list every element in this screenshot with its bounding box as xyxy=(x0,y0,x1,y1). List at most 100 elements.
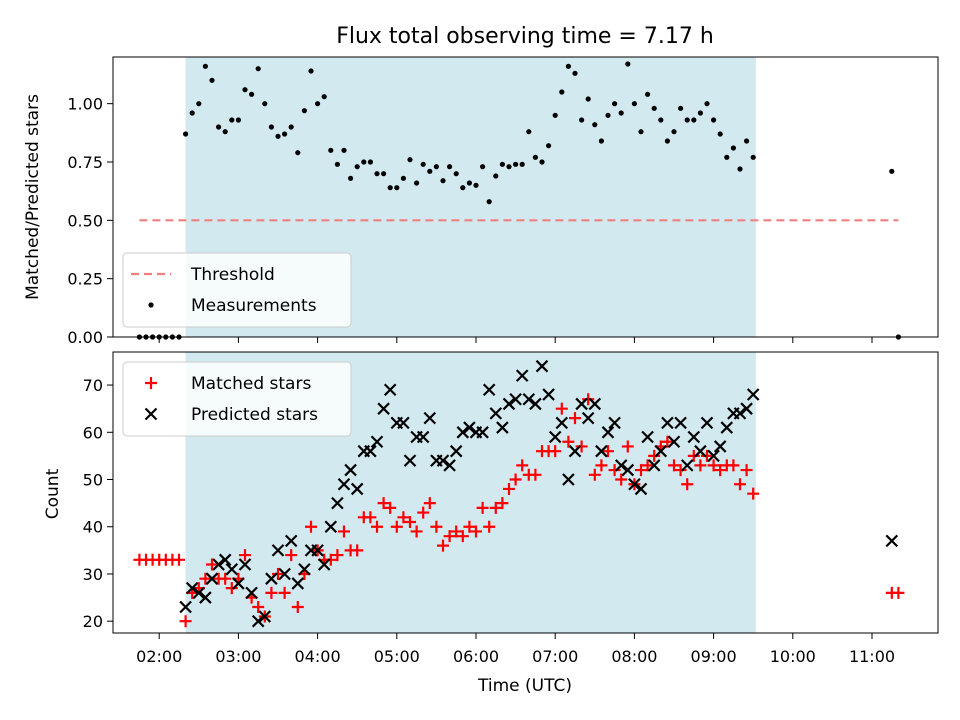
matched-stars-point xyxy=(450,525,463,538)
predicted-stars-point xyxy=(555,416,569,430)
predicted-stars-point xyxy=(700,416,714,430)
legend-swatch-predicted-stars xyxy=(144,407,158,421)
measurements-point xyxy=(341,147,347,153)
measurements-point xyxy=(513,161,519,167)
predicted-stars-point xyxy=(218,553,232,567)
matched-stars-point xyxy=(252,601,265,614)
measurements-point xyxy=(678,105,684,111)
measurements-point xyxy=(638,129,644,135)
matched-stars-point xyxy=(430,520,443,533)
predicted-stars-point xyxy=(377,402,390,415)
legend-label-measurements: Measurements xyxy=(191,296,317,316)
matched-stars-point xyxy=(661,435,674,448)
ratio-y-ticks: 0.00 0.25 0.50 0.75 1.00 xyxy=(67,95,113,347)
legend-label-threshold: Threshold xyxy=(190,265,275,285)
matched-stars-point xyxy=(503,482,515,495)
measurements-point xyxy=(394,185,400,191)
y-tick-label: 0.00 xyxy=(67,328,103,347)
legend-swatch-measurements xyxy=(148,302,154,308)
predicted-stars-point xyxy=(179,600,192,614)
measurements-point xyxy=(519,161,525,167)
matched-stars-point xyxy=(582,393,595,406)
x-tick-label: 03:00 xyxy=(215,647,261,666)
predicted-stars-point xyxy=(265,572,278,585)
measurements-point xyxy=(288,124,294,130)
measurements-point xyxy=(532,154,539,160)
matched-stars-point xyxy=(575,440,588,453)
predicted-stars-point xyxy=(291,577,305,590)
predicted-stars-point xyxy=(364,444,377,458)
predicted-stars-point xyxy=(284,534,298,548)
predicted-stars-point xyxy=(542,388,555,401)
count-series xyxy=(133,359,905,628)
measurements-point xyxy=(592,122,598,128)
measurements-point xyxy=(526,129,532,135)
predicted-stars-point xyxy=(746,388,760,401)
ratio-legend: Threshold Measurements xyxy=(122,252,352,328)
matched-stars-point xyxy=(621,440,634,453)
matched-stars-point xyxy=(364,511,377,524)
matched-stars-point xyxy=(516,459,529,472)
predicted-stars-point xyxy=(456,426,470,439)
predicted-stars-point xyxy=(311,544,324,557)
y-tick-label: 70 xyxy=(83,376,103,395)
predicted-stars-point xyxy=(595,444,608,458)
measurements-point xyxy=(262,101,268,107)
matched-stars-point xyxy=(595,459,608,472)
predicted-stars-point xyxy=(476,426,489,439)
matched-stars-point xyxy=(410,525,423,538)
legend-swatch-matched-stars xyxy=(145,377,157,389)
predicted-stars-point xyxy=(337,477,351,491)
predicted-stars-point xyxy=(496,421,509,434)
predicted-stars-point xyxy=(258,610,272,623)
measurements-point xyxy=(255,66,261,72)
measurements-point xyxy=(618,110,624,116)
measurements-point xyxy=(466,180,472,186)
predicted-stars-point xyxy=(522,392,536,406)
ratio-series xyxy=(136,61,902,340)
measurements-point xyxy=(684,117,690,123)
predicted-stars-point xyxy=(436,454,450,467)
measurements-point xyxy=(420,161,426,167)
predicted-stars-point xyxy=(251,614,265,628)
matched-stars-point xyxy=(483,520,496,533)
measurements-point xyxy=(631,101,638,107)
matched-stars-point xyxy=(549,445,562,458)
measurements-point xyxy=(493,173,499,179)
predicted-stars-point xyxy=(489,407,503,420)
x-tick-label: 02:00 xyxy=(136,647,182,666)
measurements-point xyxy=(315,101,321,107)
matched-stars-point xyxy=(555,402,568,415)
matched-stars-point xyxy=(602,445,614,458)
predicted-stars-point xyxy=(667,435,681,449)
predicted-stars-point xyxy=(278,567,291,581)
y-tick-label: 50 xyxy=(83,471,103,490)
matched-stars-point xyxy=(687,449,700,462)
x-tick-label: 08:00 xyxy=(611,647,657,666)
predicted-stars-point xyxy=(621,463,635,477)
matched-stars-point xyxy=(701,449,713,462)
measurements-point xyxy=(268,124,274,130)
predicted-stars-point xyxy=(482,383,496,397)
measurements-point xyxy=(572,70,578,76)
predicted-stars-point xyxy=(733,407,747,420)
measurements-point xyxy=(658,117,664,123)
matched-stars-point xyxy=(324,553,337,566)
predicted-stars-point xyxy=(383,383,397,397)
measurements-point xyxy=(242,87,248,93)
predicted-stars-point xyxy=(674,416,687,430)
count-panel-frame xyxy=(112,351,939,634)
matched-stars-point xyxy=(397,511,410,524)
predicted-stars-point xyxy=(608,416,621,430)
measurements-point xyxy=(486,199,492,205)
measurements-point xyxy=(189,110,195,116)
measurements-point xyxy=(651,105,657,111)
predicted-stars-point xyxy=(661,416,674,430)
predicted-stars-point xyxy=(601,426,615,439)
measurements-point xyxy=(625,61,631,67)
measurements-point xyxy=(202,63,208,69)
matched-stars-point xyxy=(707,459,720,472)
predicted-stars-point xyxy=(212,558,225,571)
matched-stars-point xyxy=(199,572,212,585)
matched-stars-point xyxy=(740,464,753,477)
